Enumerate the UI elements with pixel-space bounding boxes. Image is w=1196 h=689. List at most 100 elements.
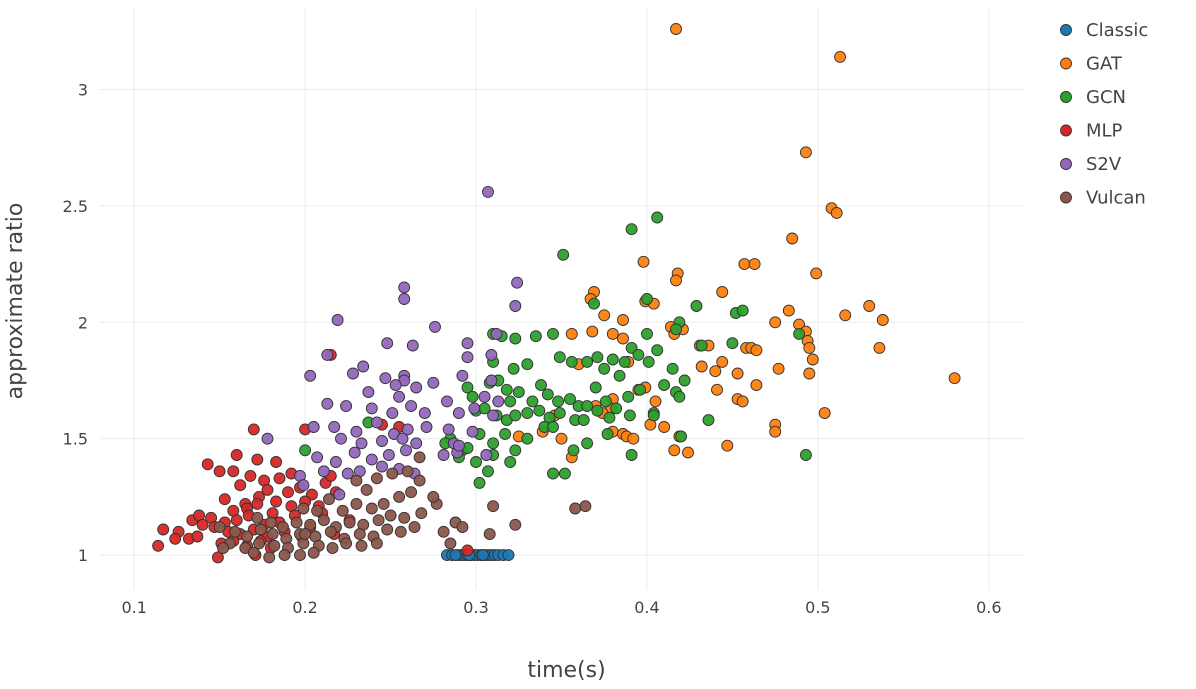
data-point bbox=[379, 372, 392, 385]
data-point bbox=[331, 314, 344, 326]
data-point bbox=[731, 367, 744, 380]
data-point bbox=[668, 444, 681, 457]
data-point bbox=[641, 293, 653, 305]
data-point bbox=[307, 421, 320, 433]
data-point bbox=[803, 367, 816, 380]
data-point bbox=[482, 465, 494, 478]
data-point bbox=[547, 421, 559, 433]
data-point bbox=[196, 518, 209, 531]
legend-marker bbox=[1060, 124, 1072, 137]
data-point bbox=[799, 146, 812, 159]
legend-item-s2v[interactable]: S2V bbox=[1060, 154, 1122, 175]
data-point bbox=[948, 372, 961, 385]
data-point bbox=[247, 546, 260, 559]
data-point bbox=[618, 355, 631, 368]
legend-label: GAT bbox=[1086, 54, 1123, 75]
x-tick-label: 0.6 bbox=[976, 598, 1001, 617]
data-point bbox=[547, 327, 559, 340]
data-point bbox=[613, 369, 626, 382]
legend-item-mlp[interactable]: MLP bbox=[1060, 121, 1123, 142]
legend: Classic GAT GCN MLP S2V Vulcan bbox=[1060, 20, 1149, 209]
data-point bbox=[466, 390, 479, 403]
data-point bbox=[670, 323, 682, 336]
data-point bbox=[335, 432, 347, 445]
data-point bbox=[244, 469, 257, 482]
data-point bbox=[340, 537, 353, 550]
data-point bbox=[370, 472, 383, 485]
data-point bbox=[299, 444, 312, 457]
data-point bbox=[726, 337, 739, 350]
data-point bbox=[830, 206, 843, 219]
data-point bbox=[370, 416, 383, 429]
data-point bbox=[317, 465, 330, 478]
data-point bbox=[393, 390, 406, 403]
data-point bbox=[393, 490, 406, 503]
data-point bbox=[304, 369, 317, 382]
data-point bbox=[251, 453, 264, 466]
data-points bbox=[152, 23, 961, 564]
data-point bbox=[323, 493, 335, 506]
legend-marker bbox=[1060, 24, 1072, 36]
data-point bbox=[675, 430, 688, 443]
x-tick-label: 0.1 bbox=[121, 598, 146, 617]
data-point bbox=[270, 456, 283, 468]
data-point bbox=[461, 544, 474, 557]
data-point bbox=[658, 379, 671, 392]
legend-item-classic[interactable]: Classic bbox=[1060, 20, 1149, 41]
data-point bbox=[218, 493, 231, 506]
series-gat bbox=[512, 23, 961, 464]
data-point bbox=[213, 521, 226, 534]
data-point bbox=[839, 309, 852, 322]
data-point bbox=[386, 467, 399, 480]
data-point bbox=[606, 353, 619, 366]
data-point bbox=[598, 362, 611, 375]
data-point bbox=[478, 390, 491, 403]
legend-item-gcn[interactable]: GCN bbox=[1060, 87, 1126, 108]
axes: 0.1 0.2 0.3 0.4 0.5 0.6 1 1.5 2 2.5 3 bbox=[63, 80, 1002, 617]
series-classic bbox=[441, 549, 515, 562]
data-point bbox=[410, 381, 423, 394]
data-point bbox=[461, 337, 474, 350]
data-point bbox=[690, 300, 703, 312]
data-point bbox=[357, 360, 370, 373]
data-point bbox=[377, 497, 390, 510]
data-point bbox=[552, 395, 565, 408]
data-point bbox=[382, 449, 395, 461]
data-point bbox=[444, 537, 457, 550]
data-point bbox=[581, 355, 594, 368]
data-point bbox=[622, 390, 635, 403]
data-point bbox=[772, 362, 785, 375]
data-point bbox=[386, 407, 399, 420]
data-point bbox=[863, 300, 876, 312]
data-point bbox=[254, 523, 267, 536]
data-point bbox=[230, 514, 243, 527]
legend-label: Vulcan bbox=[1086, 188, 1146, 209]
data-point bbox=[350, 425, 363, 438]
data-point bbox=[227, 465, 240, 478]
data-point bbox=[406, 339, 419, 352]
data-point bbox=[834, 50, 847, 63]
data-point bbox=[509, 300, 522, 312]
data-point bbox=[482, 185, 494, 198]
data-point bbox=[651, 344, 664, 357]
data-point bbox=[365, 453, 378, 466]
data-point bbox=[365, 502, 378, 515]
data-point bbox=[557, 248, 570, 261]
data-point bbox=[470, 456, 482, 468]
legend-item-gat[interactable]: GAT bbox=[1060, 54, 1123, 75]
legend-item-vulcan[interactable]: Vulcan bbox=[1060, 188, 1146, 209]
data-point bbox=[521, 358, 534, 371]
data-point bbox=[321, 397, 334, 410]
data-point bbox=[533, 404, 546, 417]
data-point bbox=[806, 353, 819, 366]
data-point bbox=[565, 355, 578, 368]
data-point bbox=[818, 407, 831, 420]
data-point bbox=[617, 314, 629, 326]
data-point bbox=[750, 379, 763, 392]
data-point bbox=[670, 23, 682, 35]
legend-label: Classic bbox=[1086, 20, 1148, 41]
data-point bbox=[456, 369, 469, 382]
data-point bbox=[642, 355, 655, 368]
data-point bbox=[333, 488, 346, 501]
data-point bbox=[521, 432, 534, 445]
